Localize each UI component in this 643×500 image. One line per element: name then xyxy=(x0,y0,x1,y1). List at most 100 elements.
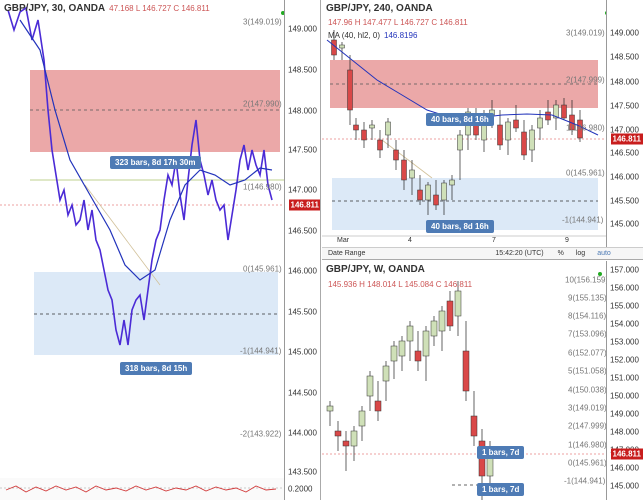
candle-body xyxy=(470,415,478,437)
rbottom-price-tick: 153.000 xyxy=(610,337,639,347)
rbottom-chart-canvas[interactable] xyxy=(322,261,606,500)
left-legend: GBP/JPY, 30, OANDA 47.168 L 146.727 C 14… xyxy=(4,3,210,14)
left-current-price-tag: 146.811 xyxy=(288,199,320,211)
candle-body xyxy=(334,430,342,437)
rtop-fib-1: 1(146.980) xyxy=(566,123,605,133)
rbottom-fib-2: 2(147.999) xyxy=(568,421,607,431)
candle-body xyxy=(353,124,359,131)
rtop-time-tick: Mar xyxy=(337,237,350,244)
candle-body xyxy=(409,169,415,179)
left-osc-tick: 0.2000 xyxy=(288,484,313,494)
left-price-tick: 147.500 xyxy=(288,145,317,155)
left-fib-neg1: -1(144.941) xyxy=(240,346,282,356)
candle-body xyxy=(457,134,463,151)
rbottom-price-tick: 150.000 xyxy=(610,391,639,401)
candle-body xyxy=(406,325,414,342)
rbottom-price-tick: 146.000 xyxy=(610,463,639,473)
candle-body xyxy=(347,69,353,111)
rtop-time-axis[interactable]: Mar 4 7 9 xyxy=(322,236,606,248)
rbottom-fib-1: 1(146.980) xyxy=(568,440,607,450)
log-toggle[interactable]: log xyxy=(575,250,586,257)
rtop-ma-name: MA (40, hl2, 0) xyxy=(328,31,381,40)
rbottom-fib-7: 7(153.096) xyxy=(568,329,607,339)
candle-body xyxy=(382,365,390,382)
rbottom-price-tick: 151.000 xyxy=(610,373,639,383)
rtop-time-tick: 7 xyxy=(492,237,496,244)
rtop-time-tick: 4 xyxy=(408,237,412,244)
left-chart-canvas[interactable] xyxy=(0,0,284,500)
rtop-price-tick: 146.500 xyxy=(610,148,639,158)
candle-body xyxy=(486,455,494,477)
rbottom-price-tick: 154.000 xyxy=(610,319,639,329)
right-top-chart-pane[interactable]: GBP/JPY, 240, OANDA 147.96 H 147.477 L 1… xyxy=(322,0,643,260)
rbottom-ohlc: 145.936 H 148.014 L 145.084 C 146.811 xyxy=(328,280,473,289)
percent-toggle[interactable]: % xyxy=(557,250,564,257)
rbottom-symbol-title[interactable]: GBP/JPY, W, OANDA xyxy=(326,264,425,275)
rbottom-fib-5: 5(151.058) xyxy=(568,366,607,376)
rbottom-price-axis[interactable]: 157.000 156.000 155.000 154.000 153.000 … xyxy=(606,261,643,500)
left-price-tick: 144.000 xyxy=(288,428,317,438)
candle-body xyxy=(449,179,455,186)
candle-body xyxy=(417,189,423,201)
left-price-tick: 145.500 xyxy=(288,307,317,317)
candle-body xyxy=(505,121,511,141)
auto-toggle[interactable]: auto xyxy=(597,250,611,257)
candle-body xyxy=(433,194,439,206)
rtop-ma-value: 146.8196 xyxy=(384,31,418,40)
rtop-symbol-title[interactable]: GBP/JPY, 240, OANDA xyxy=(326,3,433,14)
left-ohlc: 47.168 L 146.727 C 146.811 xyxy=(109,4,210,13)
left-price-line xyxy=(7,6,273,346)
rtop-fib-2: 2(147.999) xyxy=(566,75,605,85)
rtop-bars-label-bottom: 40 bars, 8d 16h xyxy=(426,220,494,233)
rbottom-price-tick: 157.000 xyxy=(610,265,639,275)
left-price-tick: 144.500 xyxy=(288,388,317,398)
rbottom-fib-9: 9(155.135) xyxy=(568,293,607,303)
left-fib-0: 0(145.961) xyxy=(243,264,282,274)
rtop-ma-indicator: MA (40, hl2, 0) 146.8196 xyxy=(328,31,417,40)
left-lower-zone xyxy=(34,272,278,355)
left-fib-3: 3(149.019) xyxy=(243,17,282,27)
rbottom-bars-label-top: 1 bars, 7d xyxy=(477,446,525,459)
candle-body xyxy=(521,131,527,156)
rbottom-fib-neg1: -1(144.941) xyxy=(564,476,606,486)
rbottom-fib-3: 3(149.019) xyxy=(568,403,607,413)
left-oscillator-line xyxy=(5,485,277,493)
candle-body xyxy=(393,149,399,161)
rtop-price-tick: 149.000 xyxy=(610,28,639,38)
rtop-price-tick: 147.500 xyxy=(610,101,639,111)
rbottom-price-tick: 152.000 xyxy=(610,355,639,365)
rbottom-candles xyxy=(326,281,494,500)
candle-body xyxy=(414,350,422,362)
left-ma-line xyxy=(19,19,273,281)
rbottom-legend: GBP/JPY, W, OANDA xyxy=(326,264,425,275)
candle-body xyxy=(326,405,334,412)
candle-body xyxy=(553,104,559,119)
candle-body xyxy=(374,400,382,412)
rbottom-fib-10: 10(156.159) xyxy=(565,275,609,285)
left-price-tick: 149.000 xyxy=(288,24,317,34)
left-status-dot xyxy=(281,11,285,15)
candle-body xyxy=(350,430,358,447)
rtop-price-axis[interactable]: 149.000 148.500 148.000 147.500 147.000 … xyxy=(606,0,643,247)
left-symbol-title[interactable]: GBP/JPY, 30, OANDA xyxy=(4,3,106,14)
rbottom-price-tick: 156.000 xyxy=(610,283,639,293)
rtop-fib-3: 3(149.019) xyxy=(566,28,605,38)
left-fib-2: 2(147.990) xyxy=(243,99,282,109)
left-price-tick: 143.500 xyxy=(288,467,317,477)
left-price-axis[interactable]: 149.000 148.500 148.000 147.500 147.000 … xyxy=(284,0,320,500)
left-chart-pane[interactable]: GBP/JPY, 30, OANDA 47.168 L 146.727 C 14… xyxy=(0,0,321,500)
rbottom-fib-4: 4(150.038) xyxy=(568,385,607,395)
rbottom-current-price-tag: 146.811 xyxy=(610,448,643,460)
date-range-button[interactable]: Date Range xyxy=(328,250,366,257)
rbottom-price-tick: 148.000 xyxy=(610,427,639,437)
rtop-bottom-toolbar: Date Range 15:42:20 (UTC) % log auto xyxy=(322,247,643,259)
candle-body xyxy=(441,182,447,201)
left-fib-neg2: -2(143.922) xyxy=(240,429,282,439)
left-bars-label-bottom: 318 bars, 8d 15h xyxy=(120,362,193,375)
candle-body xyxy=(537,117,543,129)
left-price-tick: 148.000 xyxy=(288,106,317,116)
rtop-current-price-tag: 146.811 xyxy=(610,133,643,145)
candle-body xyxy=(361,129,367,141)
rbottom-price-tick: 155.000 xyxy=(610,301,639,311)
right-bottom-chart-pane[interactable]: GBP/JPY, W, OANDA 145.936 H 148.014 L 14… xyxy=(322,261,643,500)
